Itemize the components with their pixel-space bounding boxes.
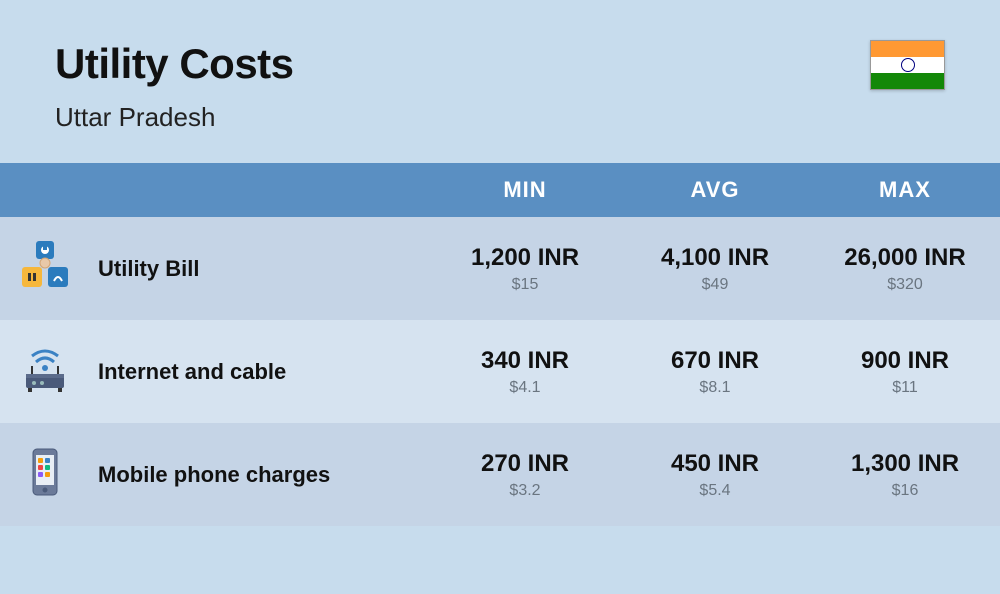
table-row: Internet and cable 340 INR $4.1 670 INR … xyxy=(0,320,1000,423)
cell-min: 1,200 INR $15 xyxy=(430,217,620,320)
cell-max: 900 INR $11 xyxy=(810,320,1000,423)
cell-avg: 4,100 INR $49 xyxy=(620,217,810,320)
utility-meter-icon xyxy=(18,239,72,293)
th-min: MIN xyxy=(430,163,620,217)
val-secondary: $5.4 xyxy=(620,482,810,500)
india-flag-icon xyxy=(870,40,945,90)
icon-cell xyxy=(0,423,90,526)
val-secondary: $4.1 xyxy=(430,379,620,397)
val-secondary: $11 xyxy=(810,379,1000,397)
cell-max: 26,000 INR $320 xyxy=(810,217,1000,320)
table-row: Utility Bill 1,200 INR $15 4,100 INR $49… xyxy=(0,217,1000,320)
val-secondary: $15 xyxy=(430,276,620,294)
val-primary: 1,200 INR xyxy=(430,244,620,272)
row-label: Mobile phone charges xyxy=(90,423,430,526)
page-subtitle: Uttar Pradesh xyxy=(55,102,294,133)
page-title: Utility Costs xyxy=(55,40,294,88)
cell-min: 270 INR $3.2 xyxy=(430,423,620,526)
val-primary: 450 INR xyxy=(620,450,810,478)
th-avg: AVG xyxy=(620,163,810,217)
costs-table: MIN AVG MAX Utility Bill xyxy=(0,163,1000,526)
row-label: Internet and cable xyxy=(90,320,430,423)
router-icon xyxy=(18,342,72,396)
val-secondary: $8.1 xyxy=(620,379,810,397)
flag-stripe-bot xyxy=(871,73,944,89)
cell-max: 1,300 INR $16 xyxy=(810,423,1000,526)
val-primary: 4,100 INR xyxy=(620,244,810,272)
flag-stripe-top xyxy=(871,41,944,57)
val-secondary: $49 xyxy=(620,276,810,294)
cell-avg: 670 INR $8.1 xyxy=(620,320,810,423)
val-secondary: $3.2 xyxy=(430,482,620,500)
table-row: Mobile phone charges 270 INR $3.2 450 IN… xyxy=(0,423,1000,526)
th-icon-blank xyxy=(0,163,90,217)
val-primary: 900 INR xyxy=(810,347,1000,375)
th-label-blank xyxy=(90,163,430,217)
cell-avg: 450 INR $5.4 xyxy=(620,423,810,526)
mobile-phone-icon xyxy=(18,445,72,499)
cell-min: 340 INR $4.1 xyxy=(430,320,620,423)
val-primary: 26,000 INR xyxy=(810,244,1000,272)
icon-cell xyxy=(0,217,90,320)
val-primary: 670 INR xyxy=(620,347,810,375)
header: Utility Costs Uttar Pradesh xyxy=(0,0,1000,163)
icon-cell xyxy=(0,320,90,423)
flag-wheel-icon xyxy=(901,58,915,72)
th-max: MAX xyxy=(810,163,1000,217)
val-secondary: $320 xyxy=(810,276,1000,294)
val-primary: 270 INR xyxy=(430,450,620,478)
table-body: Utility Bill 1,200 INR $15 4,100 INR $49… xyxy=(0,217,1000,526)
val-secondary: $16 xyxy=(810,482,1000,500)
val-primary: 1,300 INR xyxy=(810,450,1000,478)
table-header-row: MIN AVG MAX xyxy=(0,163,1000,217)
row-label: Utility Bill xyxy=(90,217,430,320)
val-primary: 340 INR xyxy=(430,347,620,375)
title-block: Utility Costs Uttar Pradesh xyxy=(55,40,294,133)
